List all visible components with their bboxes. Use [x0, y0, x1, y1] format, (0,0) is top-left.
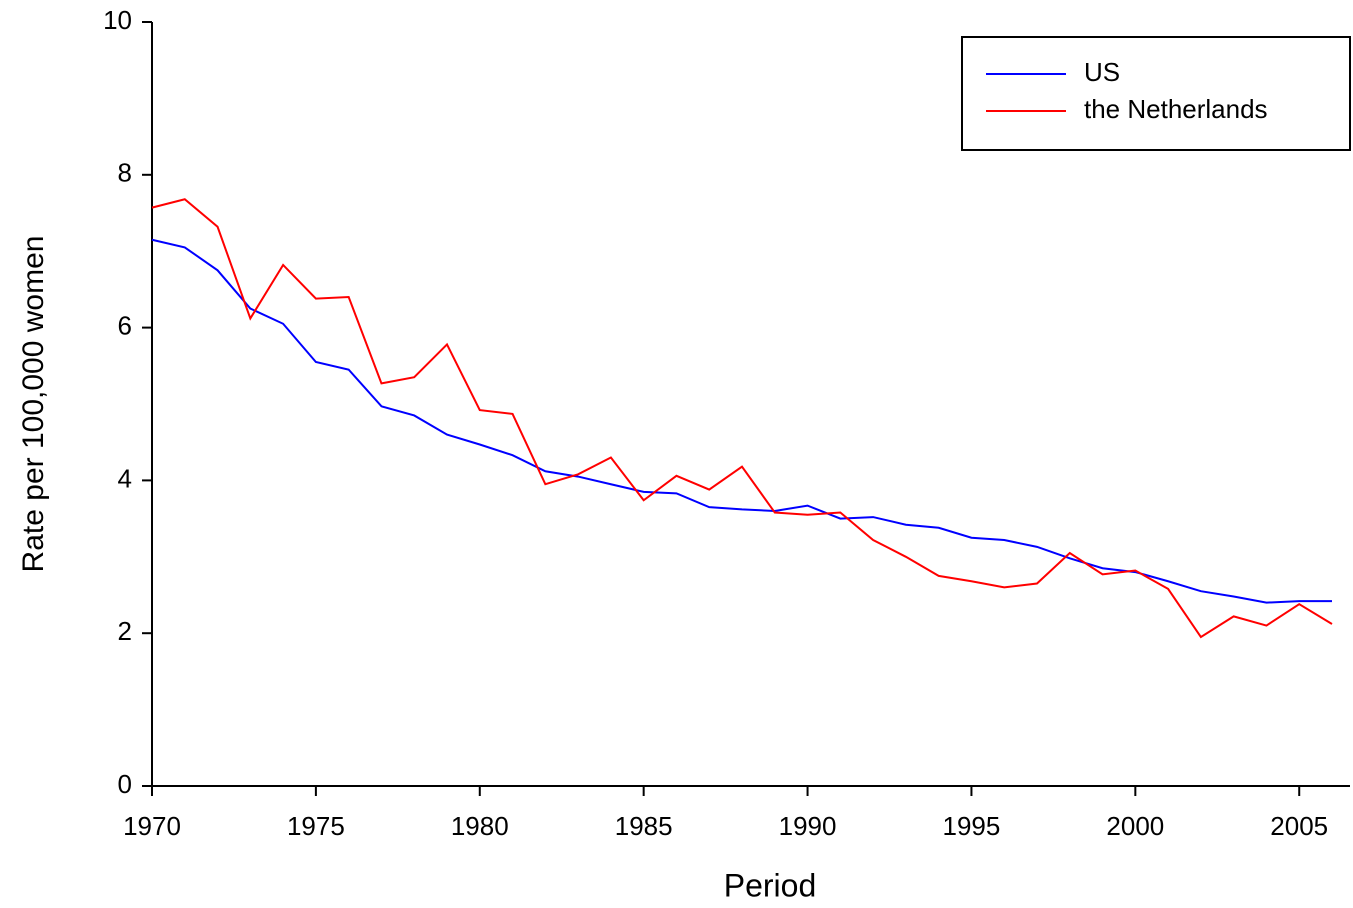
y-axis-label: Rate per 100,000 women: [17, 236, 50, 573]
x-tick-label: 1985: [615, 811, 673, 841]
x-tick-label: 2000: [1106, 811, 1164, 841]
y-tick-label: 10: [103, 5, 132, 35]
x-tick-label: 1990: [779, 811, 837, 841]
y-tick-label: 8: [118, 158, 132, 188]
x-tick-label: 1995: [943, 811, 1001, 841]
x-axis-label: Period: [724, 867, 817, 903]
x-tick-label: 1975: [287, 811, 345, 841]
legend-box: [961, 36, 1351, 151]
y-tick-label: 4: [118, 463, 132, 493]
x-tick-label: 1980: [451, 811, 509, 841]
legend-label: US: [1084, 57, 1120, 87]
series-line: [151, 198, 1333, 639]
x-tick-label: 2005: [1270, 811, 1328, 841]
x-tick-label: 1970: [123, 811, 181, 841]
legend-label: the Netherlands: [1084, 94, 1268, 124]
y-tick-label: 0: [118, 769, 132, 799]
y-tick-label: 6: [118, 310, 132, 340]
y-tick-label: 2: [118, 616, 132, 646]
series-line: [151, 238, 1332, 604]
